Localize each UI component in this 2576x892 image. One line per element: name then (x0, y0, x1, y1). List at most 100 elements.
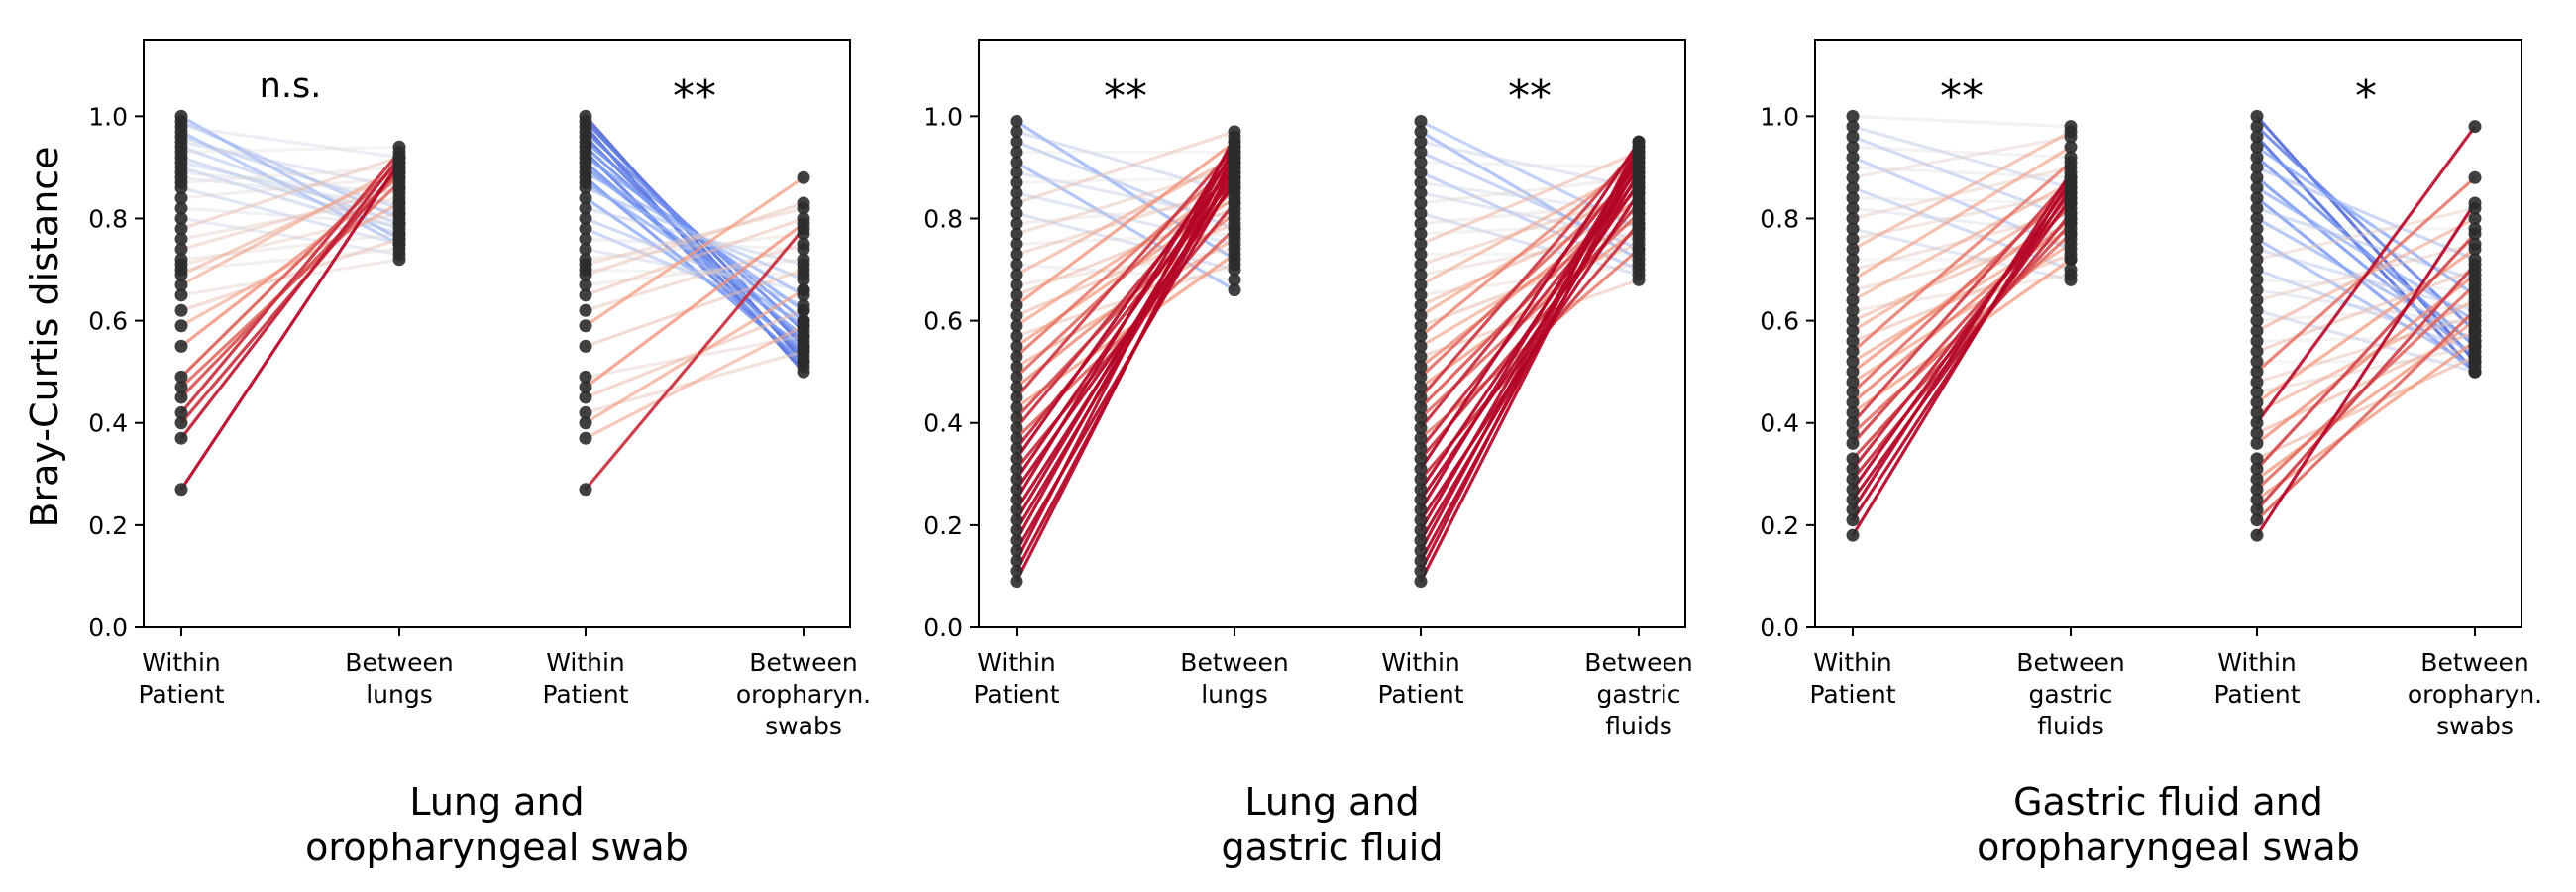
within-point (174, 211, 188, 225)
pair-line (1419, 161, 1641, 429)
within-point (2250, 452, 2264, 466)
within-point (1846, 273, 1860, 286)
y-tick-label: 0.8 (88, 204, 128, 233)
within-point (1414, 186, 1428, 200)
within-point (2250, 120, 2264, 134)
between-point (2468, 334, 2482, 348)
within-point (1010, 442, 1023, 456)
pair-line (1419, 141, 1641, 471)
within-point (1846, 324, 1860, 338)
pair-line (1852, 135, 2072, 179)
pair-line (585, 258, 805, 287)
within-point (579, 268, 592, 281)
y-tick-label: 0.4 (923, 409, 963, 438)
within-point (1010, 544, 1023, 558)
between-point (2468, 365, 2482, 379)
within-point (1010, 319, 1023, 333)
pair-line (585, 186, 805, 281)
within-point (1846, 405, 1860, 419)
pair-line (2256, 206, 2476, 262)
within-point (1414, 360, 1428, 374)
within-point (1010, 156, 1023, 169)
between-point (2064, 125, 2078, 139)
within-point (1010, 381, 1023, 394)
y-tick-label: 1.0 (923, 102, 963, 131)
within-point (1846, 222, 1860, 236)
pair-line (1016, 130, 1235, 195)
within-point (2250, 181, 2264, 195)
within-point (174, 232, 188, 246)
between-point (392, 196, 406, 210)
within-point (2250, 528, 2264, 542)
y-tick-label: 0.4 (1760, 409, 1799, 438)
within-point (1846, 109, 1860, 123)
within-point (2250, 375, 2264, 389)
pair-line (2255, 309, 2477, 521)
within-point (1010, 502, 1023, 516)
between-point (1228, 170, 1241, 184)
pair-line (2255, 202, 2477, 537)
within-point (1846, 452, 1860, 466)
within-point (1010, 206, 1023, 220)
y-tick-label: 0.0 (923, 613, 963, 642)
within-point (1846, 472, 1860, 486)
pair-line (180, 156, 400, 231)
within-point (2250, 293, 2264, 307)
within-point (1414, 308, 1428, 322)
within-point (579, 405, 592, 419)
pair-line (1419, 141, 1641, 573)
pair-line (585, 201, 805, 277)
pair-line (1851, 181, 2073, 491)
between-point (2468, 279, 2482, 292)
within-point (2250, 493, 2264, 506)
between-point (797, 303, 810, 317)
within-point (1846, 151, 1860, 165)
within-point (1010, 575, 1023, 589)
within-point (1846, 386, 1860, 399)
within-point (1414, 279, 1428, 292)
between-point (2468, 303, 2482, 317)
between-point (2064, 268, 2078, 281)
within-point (1010, 533, 1023, 547)
pair-line (1015, 146, 1236, 542)
significance-label: ** (1508, 71, 1552, 122)
within-point (1846, 426, 1860, 440)
within-point (1414, 166, 1428, 179)
y-tick-label: 0.2 (1760, 511, 1799, 540)
pair-line (1016, 253, 1235, 409)
pair-line (180, 166, 400, 286)
between-point (1228, 206, 1241, 220)
within-point (174, 405, 188, 419)
between-point (797, 263, 810, 277)
within-point (1846, 365, 1860, 379)
within-point (1010, 400, 1023, 414)
within-point (1846, 314, 1860, 328)
pair-line (180, 175, 400, 200)
pair-line (1851, 161, 2073, 353)
pair-line (179, 156, 401, 440)
pair-line (1851, 171, 2073, 511)
pair-line (1015, 161, 1236, 358)
y-tick-label: 0.0 (88, 613, 128, 642)
within-point (2250, 201, 2264, 215)
within-point (1846, 303, 1860, 317)
within-point (174, 181, 188, 195)
between-point (1632, 156, 1646, 169)
within-point (1010, 115, 1023, 129)
pair-line (1419, 146, 1641, 399)
within-point (1010, 339, 1023, 353)
comparison-1-points (174, 109, 406, 497)
within-point (1414, 227, 1428, 241)
significance-label: * (2355, 71, 2377, 122)
within-point (1414, 115, 1428, 129)
within-point (1846, 120, 1860, 134)
comparison-2-points (579, 109, 810, 497)
within-point (1414, 381, 1428, 394)
within-point (1010, 472, 1023, 486)
comparison-1-points (1846, 109, 2078, 542)
between-point (797, 222, 810, 236)
within-point (1010, 175, 1023, 189)
within-point (2250, 211, 2264, 225)
within-point (1414, 145, 1428, 159)
within-point (2250, 365, 2264, 379)
